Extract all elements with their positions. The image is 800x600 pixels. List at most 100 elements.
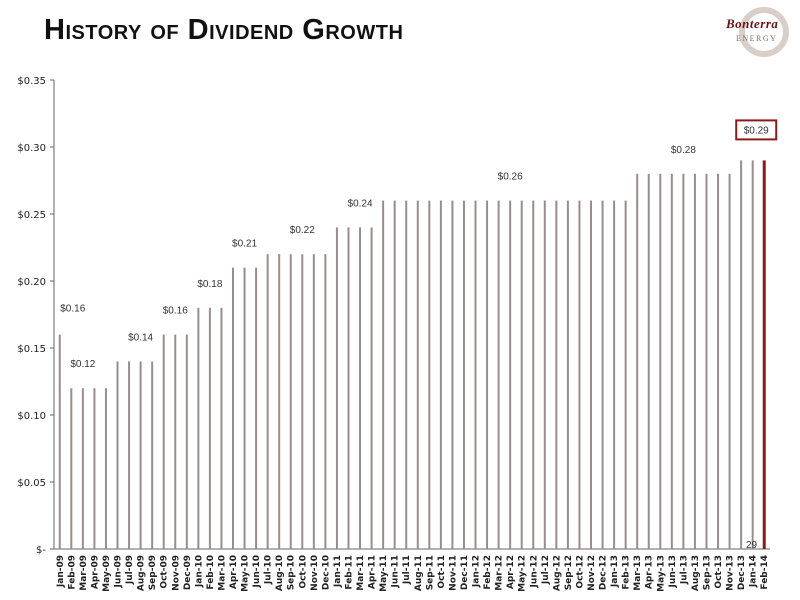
- x-tick-label: Jul-11: [402, 555, 412, 585]
- x-tick-label: Oct-09: [160, 555, 170, 589]
- bar: [382, 200, 385, 549]
- y-tick-label: $0.30: [17, 143, 46, 154]
- bar: [128, 361, 131, 549]
- bar: [58, 334, 61, 549]
- bar: [647, 173, 650, 550]
- bar: [717, 173, 720, 550]
- x-tick-label: Feb-09: [67, 555, 77, 590]
- x-tick-label: Jan-13: [610, 555, 620, 588]
- x-tick-label: May-09: [102, 555, 112, 592]
- x-tick-label: Mar-09: [79, 555, 89, 591]
- bar: [232, 267, 234, 549]
- x-tick-label: Mar-11: [356, 555, 366, 591]
- highlight-label-box: [735, 119, 778, 141]
- data-label: $0.22: [290, 225, 315, 236]
- x-tick-label: Aug-09: [137, 555, 147, 591]
- data-label: $0.24: [348, 198, 373, 209]
- x-tick-label: Jan-14: [749, 555, 759, 588]
- x-tick-label: Sep-09: [148, 555, 158, 590]
- data-label: $0.26: [498, 172, 523, 183]
- bar: [451, 200, 454, 549]
- data-label: $0.14: [128, 332, 153, 343]
- y-tick-label: $0.10: [17, 411, 46, 422]
- bar: [324, 254, 327, 549]
- x-tick-label: Apr-10: [229, 555, 239, 589]
- data-label: $0.12: [70, 359, 95, 370]
- bar: [428, 200, 431, 549]
- bar: [486, 200, 489, 549]
- bar: [301, 254, 304, 549]
- bar: [566, 200, 569, 549]
- x-tick-label: Jul-09: [125, 555, 135, 585]
- bar: [185, 334, 188, 549]
- bar: [335, 227, 338, 549]
- x-tick-label: May-12: [518, 555, 528, 592]
- bar: [81, 388, 84, 549]
- data-label: $0.28: [671, 145, 696, 156]
- x-tick-label: Dec-09: [183, 555, 193, 590]
- bar: [116, 361, 119, 549]
- bar: [139, 361, 142, 549]
- x-tick-label: Nov-11: [448, 555, 458, 591]
- bar: [278, 254, 281, 549]
- data-label: $0.16: [163, 306, 188, 317]
- x-tick-label: Aug-11: [414, 555, 424, 591]
- x-tick-label: Nov-12: [587, 555, 597, 591]
- bar: [670, 173, 673, 550]
- bar: [104, 388, 107, 549]
- x-tick-label: Jul-10: [264, 555, 274, 585]
- bar: [740, 160, 743, 549]
- x-tick-label: Jun-09: [114, 555, 124, 588]
- bar: [590, 200, 592, 549]
- x-tick-label: Sep-13: [702, 555, 712, 590]
- x-tick-label: Mar-12: [495, 555, 505, 591]
- bar: [220, 307, 223, 549]
- bar: [405, 200, 408, 549]
- x-tick-label: Feb-13: [622, 555, 632, 590]
- data-label-highlight: $0.29: [744, 125, 769, 136]
- bar: [532, 200, 535, 549]
- bar: [359, 227, 362, 549]
- x-tick-label: Feb-12: [483, 555, 493, 590]
- x-tick-label: Apr-12: [506, 555, 516, 589]
- chart-bars: [58, 160, 766, 550]
- x-tick-label: Dec-13: [737, 555, 747, 590]
- x-tick-label: Jul-13: [679, 555, 689, 585]
- bar: [613, 200, 616, 549]
- logo-subtext: ENERGY: [736, 34, 778, 43]
- bar: [162, 334, 165, 549]
- bar: [555, 200, 558, 549]
- x-tick-label: Feb-10: [206, 555, 216, 590]
- page-number: 29: [746, 540, 758, 551]
- bar: [312, 254, 315, 549]
- x-tick-label: Oct-13: [714, 555, 724, 589]
- x-tick-label: Apr-11: [368, 555, 378, 589]
- bar: [474, 200, 477, 549]
- x-tick-label: Jun-13: [668, 555, 678, 588]
- x-tick-label: Jan-09: [56, 555, 66, 588]
- bar: [439, 200, 442, 549]
- bar: [289, 254, 292, 549]
- bar: [751, 160, 754, 549]
- x-tick-label: Apr-09: [90, 555, 100, 589]
- x-tick-label: Feb-14: [760, 555, 770, 590]
- data-label: $0.16: [60, 304, 85, 315]
- bar: [601, 200, 604, 549]
- bar: [370, 227, 373, 549]
- x-tick-label: Sep-12: [564, 555, 574, 590]
- chart-data-labels: $0.16 $0.12 $0.14 $0.16 $0.18 $0.21 $0.22 $0.24…: [60, 119, 778, 370]
- x-tick-label: Mar-10: [217, 555, 227, 591]
- chart-axes: [53, 80, 770, 550]
- x-tick-label: Oct-12: [575, 555, 585, 589]
- bar: [509, 200, 512, 549]
- x-tick-label: May-13: [656, 555, 666, 592]
- y-tick-label: $0.20: [17, 277, 46, 288]
- x-tick-label: Oct-10: [298, 555, 308, 589]
- bar: [266, 254, 269, 549]
- logo-swirl-icon: [739, 7, 789, 57]
- company-logo: [739, 7, 789, 57]
- x-tick-label: Nov-10: [310, 555, 320, 591]
- bar-highlight: [762, 160, 766, 549]
- bar: [151, 361, 154, 549]
- bar: [243, 267, 246, 549]
